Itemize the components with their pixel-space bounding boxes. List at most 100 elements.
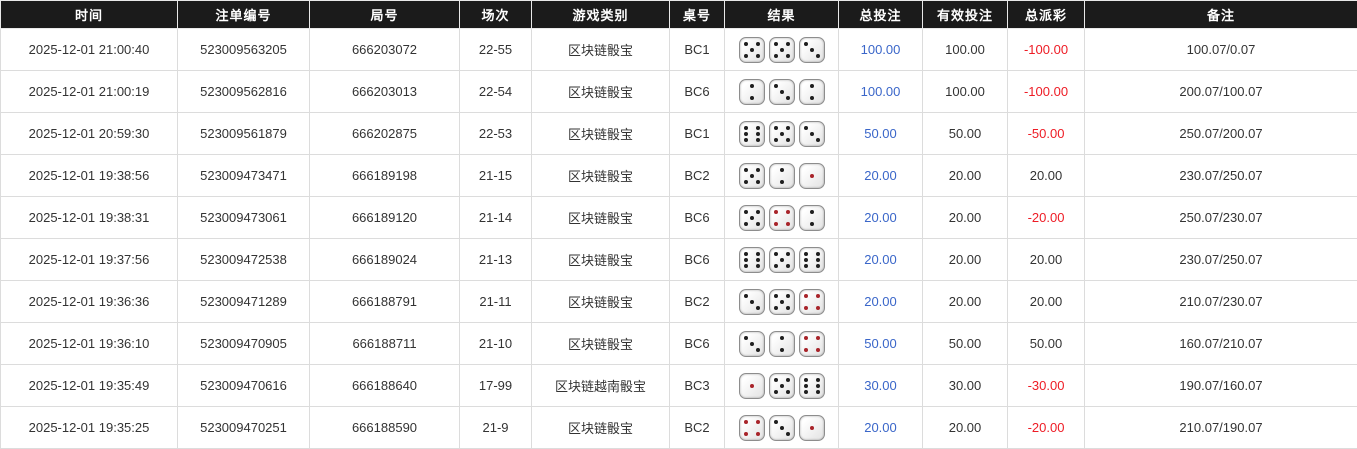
cell-order-no: 523009473061 xyxy=(177,196,310,239)
cell-session: 22-53 xyxy=(459,112,532,155)
die-2-icon xyxy=(738,78,765,105)
cell-remark: 250.07/230.07 xyxy=(1084,196,1357,239)
cell-total-payout: -50.00 xyxy=(1007,112,1085,155)
die-1-icon xyxy=(798,414,825,441)
cell-table-no: BC2 xyxy=(669,406,725,449)
cell-table-no: BC6 xyxy=(669,238,725,281)
cell-remark: 190.07/160.07 xyxy=(1084,364,1357,407)
cell-result xyxy=(724,322,839,365)
cell-remark: 230.07/250.07 xyxy=(1084,238,1357,281)
cell-total-bet[interactable]: 20.00 xyxy=(838,406,923,449)
cell-table-no: BC3 xyxy=(669,364,725,407)
column-header-remark: 备注 xyxy=(1084,0,1357,29)
die-5-icon xyxy=(768,246,795,273)
die-2-icon xyxy=(768,162,795,189)
cell-total-payout: 20.00 xyxy=(1007,154,1085,197)
table-row: 2025-12-01 19:38:56 523009473471 666189198… xyxy=(0,154,1357,197)
cell-session: 17-99 xyxy=(459,364,532,407)
cell-time: 2025-12-01 20:59:30 xyxy=(0,112,178,155)
cell-remark: 160.07/210.07 xyxy=(1084,322,1357,365)
cell-valid-bet: 50.00 xyxy=(922,322,1008,365)
cell-table-no: BC6 xyxy=(669,70,725,113)
cell-order-no: 523009470905 xyxy=(177,322,310,365)
column-header-session: 场次 xyxy=(459,0,532,29)
column-header-total-bet: 总投注 xyxy=(838,0,923,29)
cell-session: 21-14 xyxy=(459,196,532,239)
cell-total-bet[interactable]: 20.00 xyxy=(838,196,923,239)
die-5-icon xyxy=(738,162,765,189)
cell-remark: 230.07/250.07 xyxy=(1084,154,1357,197)
cell-time: 2025-12-01 19:38:56 xyxy=(0,154,178,197)
cell-table-no: BC6 xyxy=(669,322,725,365)
cell-total-bet[interactable]: 100.00 xyxy=(838,28,923,71)
table-row: 2025-12-01 19:35:49 523009470616 666188640… xyxy=(0,364,1357,407)
cell-total-bet[interactable]: 50.00 xyxy=(838,322,923,365)
column-header-total-payout: 总派彩 xyxy=(1007,0,1085,29)
die-5-icon xyxy=(768,120,795,147)
die-5-icon xyxy=(768,288,795,315)
cell-time: 2025-12-01 21:00:40 xyxy=(0,28,178,71)
cell-result xyxy=(724,70,839,113)
cell-session: 21-13 xyxy=(459,238,532,281)
cell-total-bet[interactable]: 30.00 xyxy=(838,364,923,407)
cell-game-type: 区块链骰宝 xyxy=(531,322,670,365)
cell-total-bet[interactable]: 20.00 xyxy=(838,280,923,323)
cell-game-type: 区块链骰宝 xyxy=(531,112,670,155)
table-row: 2025-12-01 19:35:25 523009470251 666188590… xyxy=(0,406,1357,449)
cell-game-type: 区块链骰宝 xyxy=(531,406,670,449)
cell-time: 2025-12-01 19:36:10 xyxy=(0,322,178,365)
cell-round-no: 666188711 xyxy=(309,322,460,365)
die-4-icon xyxy=(798,330,825,357)
cell-session: 21-10 xyxy=(459,322,532,365)
cell-result xyxy=(724,28,839,71)
die-3-icon xyxy=(798,36,825,63)
cell-table-no: BC1 xyxy=(669,112,725,155)
cell-total-payout: -20.00 xyxy=(1007,406,1085,449)
cell-remark: 100.07/0.07 xyxy=(1084,28,1357,71)
cell-session: 21-11 xyxy=(459,280,532,323)
cell-round-no: 666188640 xyxy=(309,364,460,407)
cell-total-payout: -100.00 xyxy=(1007,70,1085,113)
cell-result xyxy=(724,196,839,239)
cell-time: 2025-12-01 21:00:19 xyxy=(0,70,178,113)
cell-order-no: 523009563205 xyxy=(177,28,310,71)
cell-order-no: 523009561879 xyxy=(177,112,310,155)
column-header-round-no: 局号 xyxy=(309,0,460,29)
die-3-icon xyxy=(768,78,795,105)
die-6-icon xyxy=(738,120,765,147)
cell-total-payout: 20.00 xyxy=(1007,238,1085,281)
cell-valid-bet: 20.00 xyxy=(922,154,1008,197)
cell-total-bet[interactable]: 50.00 xyxy=(838,112,923,155)
cell-order-no: 523009471289 xyxy=(177,280,310,323)
column-header-game-type: 游戏类别 xyxy=(531,0,670,29)
table-row: 2025-12-01 19:37:56 523009472538 666189024… xyxy=(0,238,1357,281)
cell-valid-bet: 20.00 xyxy=(922,406,1008,449)
cell-table-no: BC6 xyxy=(669,196,725,239)
cell-table-no: BC2 xyxy=(669,154,725,197)
cell-round-no: 666203013 xyxy=(309,70,460,113)
cell-valid-bet: 20.00 xyxy=(922,280,1008,323)
cell-total-payout: -100.00 xyxy=(1007,28,1085,71)
cell-table-no: BC2 xyxy=(669,280,725,323)
die-3-icon xyxy=(798,120,825,147)
die-1-icon xyxy=(798,162,825,189)
cell-order-no: 523009473471 xyxy=(177,154,310,197)
cell-total-payout: 50.00 xyxy=(1007,322,1085,365)
cell-order-no: 523009562816 xyxy=(177,70,310,113)
table-row: 2025-12-01 21:00:40 523009563205 666203072… xyxy=(0,28,1357,71)
die-2-icon xyxy=(798,204,825,231)
cell-round-no: 666189198 xyxy=(309,154,460,197)
cell-session: 22-54 xyxy=(459,70,532,113)
cell-total-bet[interactable]: 20.00 xyxy=(838,238,923,281)
cell-valid-bet: 100.00 xyxy=(922,70,1008,113)
cell-total-bet[interactable]: 20.00 xyxy=(838,154,923,197)
cell-time: 2025-12-01 19:37:56 xyxy=(0,238,178,281)
cell-total-bet[interactable]: 100.00 xyxy=(838,70,923,113)
column-header-result: 结果 xyxy=(724,0,839,29)
cell-round-no: 666188791 xyxy=(309,280,460,323)
table-row: 2025-12-01 19:38:31 523009473061 666189120… xyxy=(0,196,1357,239)
cell-round-no: 666203072 xyxy=(309,28,460,71)
cell-round-no: 666188590 xyxy=(309,406,460,449)
